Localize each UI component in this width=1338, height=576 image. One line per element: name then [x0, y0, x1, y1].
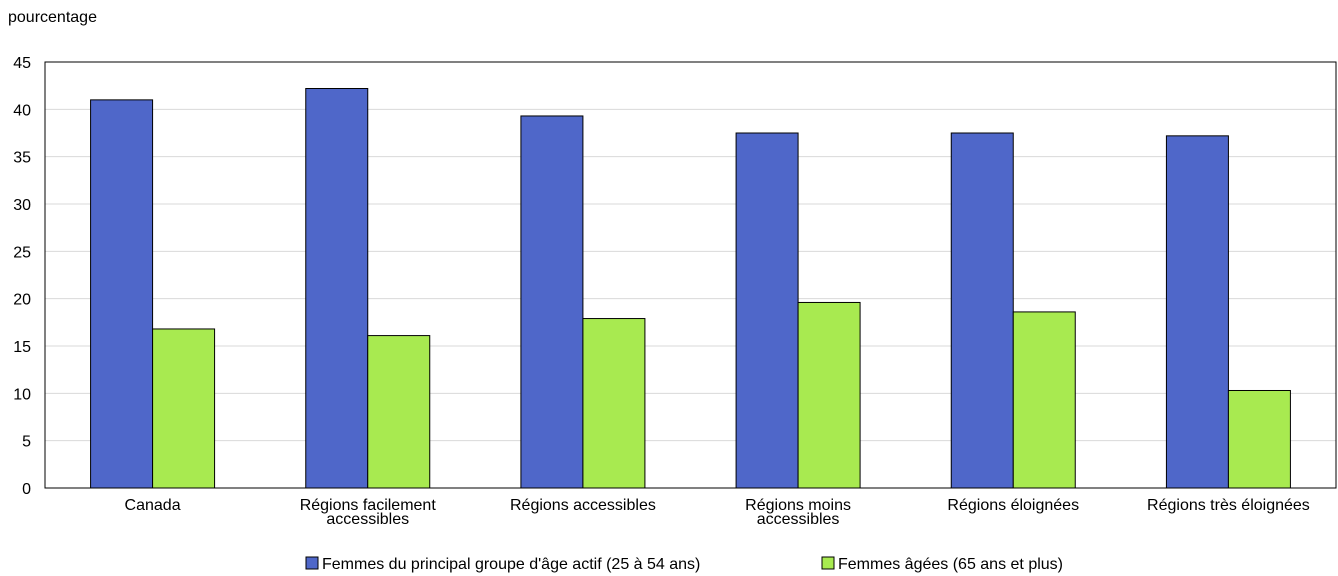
- bars: [90, 88, 1291, 489]
- x-tick-label-line: Régions moins: [745, 497, 851, 514]
- legend-label: Femmes du principal groupe d'âge actif (…: [322, 556, 700, 573]
- legend-swatch: [821, 556, 835, 570]
- bar: [735, 132, 799, 489]
- y-tick-label: 35: [13, 150, 31, 167]
- bar: [950, 132, 1014, 489]
- bar: [367, 335, 431, 489]
- x-tick-label-line: accessibles: [757, 511, 840, 528]
- x-tick-label: Canada: [125, 497, 181, 514]
- x-tick-label: Régions accessibles: [510, 497, 656, 514]
- x-tick-label-line: Canada: [125, 497, 181, 514]
- x-tick-label: Régions éloignées: [947, 497, 1079, 514]
- bar: [797, 301, 861, 489]
- y-tick-label: 30: [13, 197, 31, 214]
- legend: Femmes du principal groupe d'âge actif (…: [305, 556, 1063, 573]
- x-tick-label-line: Régions très éloignées: [1147, 497, 1310, 514]
- x-tick-label: Régions très éloignées: [1147, 497, 1310, 514]
- y-tick-label: 15: [13, 339, 31, 356]
- x-tick-label: Régions moins accessibles: [745, 497, 851, 528]
- y-tick-label: 5: [22, 434, 31, 451]
- y-tick-label: 40: [13, 102, 31, 119]
- y-tick-label: 10: [13, 386, 31, 403]
- bar: [1227, 389, 1291, 489]
- y-tick-label: 0: [22, 481, 31, 498]
- plot-frame: [44, 61, 1337, 489]
- y-tick-label: 25: [13, 244, 31, 261]
- legend-swatch: [305, 556, 319, 570]
- bar: [305, 88, 369, 489]
- bar: [1012, 311, 1076, 489]
- y-axis-label: pourcentage: [8, 9, 97, 26]
- y-axis-ticks: 0 5 10 15 20 25 30 35 40 45: [13, 55, 31, 498]
- bar: [90, 99, 154, 489]
- y-tick-label: 45: [13, 55, 31, 72]
- gridlines: [45, 108, 1336, 442]
- bar: [1165, 135, 1229, 489]
- bar: [582, 318, 646, 489]
- x-tick-label-line: accessibles: [326, 511, 409, 528]
- bar: [152, 328, 216, 489]
- x-tick-label: Régions facilement accessibles: [300, 497, 437, 528]
- x-tick-label-line: Régions accessibles: [510, 497, 656, 514]
- legend-label: Femmes âgées (65 ans et plus): [838, 556, 1063, 573]
- x-axis-labels: Canada Régions facilement accessiblesRégio…: [125, 497, 1310, 528]
- x-tick-label-line: Régions facilement: [300, 497, 437, 514]
- y-tick-label: 20: [13, 292, 31, 309]
- x-tick-label-line: Régions éloignées: [947, 497, 1079, 514]
- bar: [520, 115, 584, 489]
